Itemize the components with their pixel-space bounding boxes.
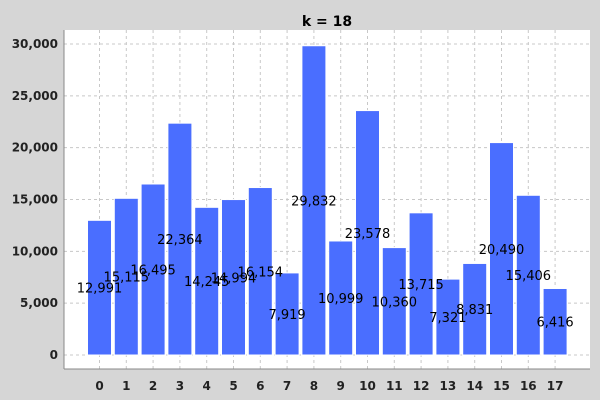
x-tick-label: 4 [203, 379, 211, 393]
y-tick-label: 20,000 [12, 141, 58, 155]
x-tick-label: 17 [547, 379, 564, 393]
data-label: 8,831 [456, 303, 493, 318]
bar-16 [515, 194, 541, 356]
x-tick-label: 9 [337, 379, 345, 393]
bar-5 [221, 199, 246, 356]
bar-12 [408, 212, 434, 356]
data-label: 7,321 [429, 311, 466, 326]
x-tick-label: 7 [283, 379, 291, 393]
x-tick-label: 13 [440, 379, 457, 393]
x-tick-label: 16 [520, 379, 537, 393]
x-tick-label: 15 [493, 379, 510, 393]
data-label: 15,115 [104, 271, 150, 286]
data-label: 23,578 [345, 227, 391, 242]
y-tick-label: 5,000 [20, 296, 58, 310]
y-tick-label: 15,000 [12, 193, 58, 207]
bar-6 [247, 187, 273, 356]
bar-2 [140, 183, 166, 356]
data-label: 10,360 [372, 295, 418, 310]
x-tick-labels: 0 1 2 3 4 5 6 7 8 9 10 11 12 13 14 15 16 17 [95, 379, 563, 393]
data-label: 13,715 [398, 278, 444, 293]
data-label: 6,416 [536, 316, 573, 331]
bar-11 [381, 247, 407, 356]
bar-4 [194, 206, 220, 356]
x-tick-label: 2 [149, 379, 157, 393]
data-label: 14,245 [184, 275, 230, 290]
data-label: 12,991 [77, 282, 123, 297]
x-tick-label: 6 [256, 379, 264, 393]
x-tick-label: 5 [229, 379, 237, 393]
bar-10 [355, 110, 380, 356]
bar-0 [87, 219, 112, 356]
bar-13 [435, 278, 461, 356]
data-label: 16,154 [238, 265, 284, 280]
x-tick-label: 12 [413, 379, 430, 393]
data-label: 14,994 [211, 271, 257, 286]
data-label: 22,364 [157, 233, 203, 248]
x-tick-label: 0 [95, 379, 103, 393]
data-label: 7,919 [268, 308, 305, 323]
data-label: 20,490 [479, 243, 525, 258]
bar-3 [167, 122, 193, 356]
axes [63, 30, 590, 370]
x-tick-label: 10 [359, 379, 376, 393]
chart-title: k = 18 [302, 14, 352, 30]
data-label: 15,406 [506, 269, 552, 284]
bar-7 [274, 272, 300, 356]
y-tick-label: 25,000 [12, 89, 58, 103]
y-tick-label: 0 [50, 348, 58, 362]
x-tick-label: 3 [176, 379, 184, 393]
y-tick-labels: 0 5,000 10,000 15,000 20,000 25,000 30,000 [12, 37, 58, 362]
bar-15 [489, 142, 514, 356]
bar-14 [462, 262, 488, 356]
bars [87, 45, 568, 356]
bar-8 [301, 45, 327, 356]
x-tick-label: 1 [122, 379, 130, 393]
data-label: 16,495 [130, 264, 176, 279]
bar-9 [328, 240, 354, 356]
y-tick-label: 10,000 [12, 244, 58, 258]
bar-17 [542, 287, 568, 356]
bar-1 [113, 197, 139, 356]
x-tick-label: 11 [386, 379, 403, 393]
x-tick-label: 8 [310, 379, 318, 393]
y-tick-label: 30,000 [12, 37, 58, 51]
data-label: 10,999 [318, 292, 364, 307]
data-label: 29,832 [291, 194, 337, 209]
x-tick-label: 14 [466, 379, 483, 393]
